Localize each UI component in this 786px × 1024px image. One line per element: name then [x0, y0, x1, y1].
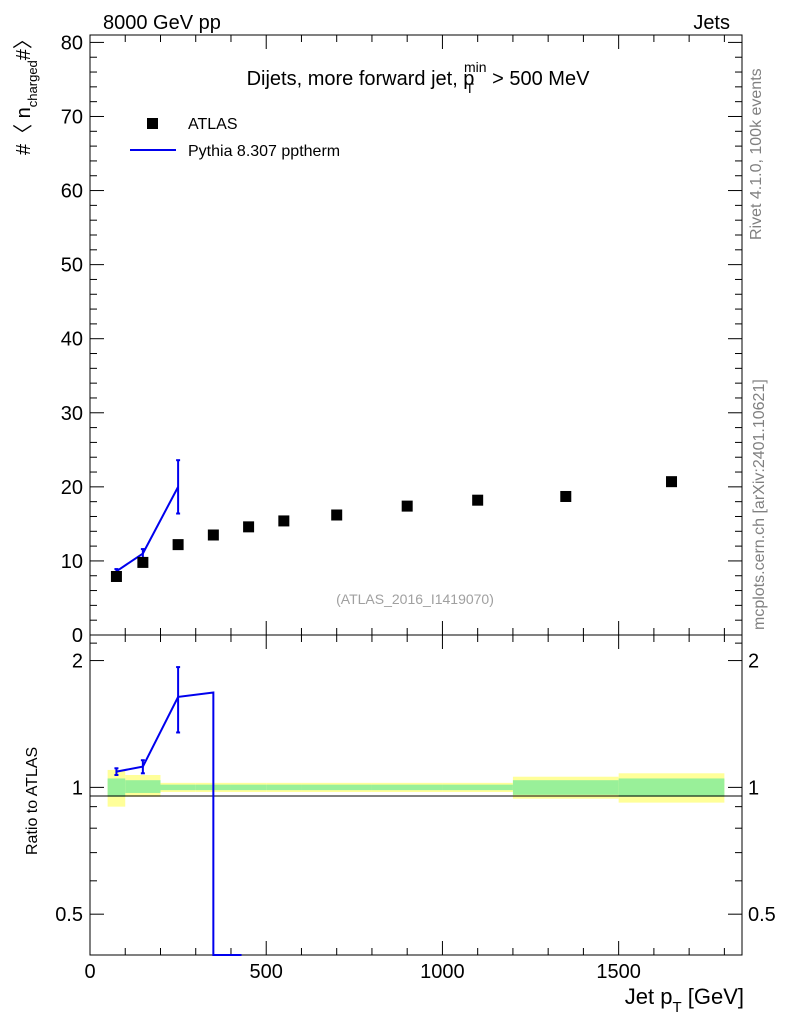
main-ytick-label: 20	[61, 477, 83, 499]
legend-label-pythia: Pythia 8.307 pptherm	[188, 143, 340, 160]
ratio-band-inner	[266, 784, 302, 791]
main-ytick-label: 80	[61, 32, 83, 54]
ratio-ylabel: Ratio to ATLAS	[24, 747, 41, 855]
atlas-point	[666, 476, 678, 488]
ratio-band-inner	[125, 780, 161, 793]
main-ylabel-pre: #〈 n	[13, 107, 35, 155]
atlas-point	[560, 490, 572, 502]
main-ytick-label: 60	[61, 181, 83, 203]
ratio-band-inner	[160, 784, 196, 791]
ratio-ytick-label: 2	[72, 651, 83, 673]
main-ytick-label: 10	[61, 551, 83, 573]
ratio-band-inner	[107, 778, 126, 797]
ratio-xlabel-post: [GeV]	[682, 984, 744, 1009]
rivet-info: Rivet 4.1.0, 100k events	[748, 68, 765, 240]
ratio-band-inner	[301, 784, 372, 791]
ratio-band-inner	[230, 784, 267, 791]
main-ytick-label: 30	[61, 403, 83, 425]
ratio-band-inner	[442, 784, 513, 791]
ratio-ytick-label-right: 2	[748, 651, 759, 673]
main-ylabel-post: #〉	[13, 29, 35, 60]
ratio-xtick-label: 1500	[596, 961, 641, 983]
ratio-band-inner	[512, 780, 619, 795]
ratio-frame	[89, 634, 743, 956]
atlas-point	[172, 539, 184, 551]
main-ytick-label: 70	[61, 106, 83, 128]
atlas-point	[243, 521, 255, 533]
main-ytick-labels: 0 10 20 30 40 50 60 70 80	[61, 32, 83, 647]
ratio-data	[114, 666, 242, 956]
main-data	[110, 459, 678, 582]
main-title: Dijets, more forward jet, pTmin > 500 Me…	[247, 59, 590, 96]
legend-label-atlas: ATLAS	[188, 116, 238, 133]
mcplots-info: mcplots.cern.ch [arXiv:2401.10621]	[751, 379, 768, 630]
ratio-band-inner	[371, 784, 443, 791]
main-title-sub: T	[465, 80, 474, 96]
ratio-axis-ticks	[89, 635, 742, 956]
main-ytick-label: 0	[72, 625, 83, 647]
ratio-ytick-label-right: 0.5	[748, 904, 776, 926]
analysis-watermark: (ATLAS_2016_I1419070)	[336, 591, 494, 607]
legend: ATLAS Pythia 8.307 pptherm	[130, 116, 340, 160]
ratio-pythia-line	[116, 691, 242, 956]
main-ylabel: #〈 ncharged#〉	[13, 29, 40, 155]
main-axis-ticks	[89, 35, 742, 636]
header-energy: 8000 GeV pp	[103, 12, 221, 34]
ratio-band-inner	[618, 778, 725, 797]
ratio-xtick-labels: 0 500 1000 1500	[84, 961, 640, 983]
atlas-point	[207, 529, 219, 541]
ratio-ytick-labels: 0.5 0.5 1 1 2 2	[55, 651, 776, 927]
atlas-point	[472, 494, 484, 506]
header-process: Jets	[693, 12, 730, 34]
main-title-tail: > 500 MeV	[487, 68, 591, 90]
ratio-xtick-label: 1000	[420, 961, 465, 983]
ratio-xlabel: Jet pT [GeV]	[625, 984, 744, 1016]
ratio-ytick-label: 1	[72, 777, 83, 799]
atlas-point	[137, 556, 149, 568]
ratio-ytick-label-right: 1	[748, 777, 759, 799]
ratio-xlabel-sub: T	[672, 999, 681, 1016]
main-ytick-label: 40	[61, 329, 83, 351]
ratio-xtick-label: 0	[84, 961, 95, 983]
ratio-xlabel-pre: Jet p	[625, 984, 673, 1009]
main-ylabel-sub: charged	[25, 60, 40, 107]
ratio-bands	[107, 769, 725, 807]
atlas-point	[401, 500, 413, 512]
main-panel: 0 10 20 30 40 50 60 70 80 Dijets, more forward j…	[13, 29, 743, 647]
main-title-text: Dijets, more forward jet, p	[247, 68, 475, 90]
ratio-xtick-label: 500	[250, 961, 283, 983]
atlas-point	[110, 570, 122, 582]
atlas-point	[331, 509, 343, 521]
legend-marker-atlas	[147, 118, 158, 129]
ratio-ytick-label: 0.5	[55, 904, 83, 926]
ratio-panel: 0.5 0.5 1 1 2 2 0 500 1000 1500 Ratio to ATLAS J…	[24, 634, 776, 1016]
atlas-point	[278, 515, 290, 527]
main-title-sup: min	[464, 59, 487, 75]
main-ytick-label: 50	[61, 255, 83, 277]
